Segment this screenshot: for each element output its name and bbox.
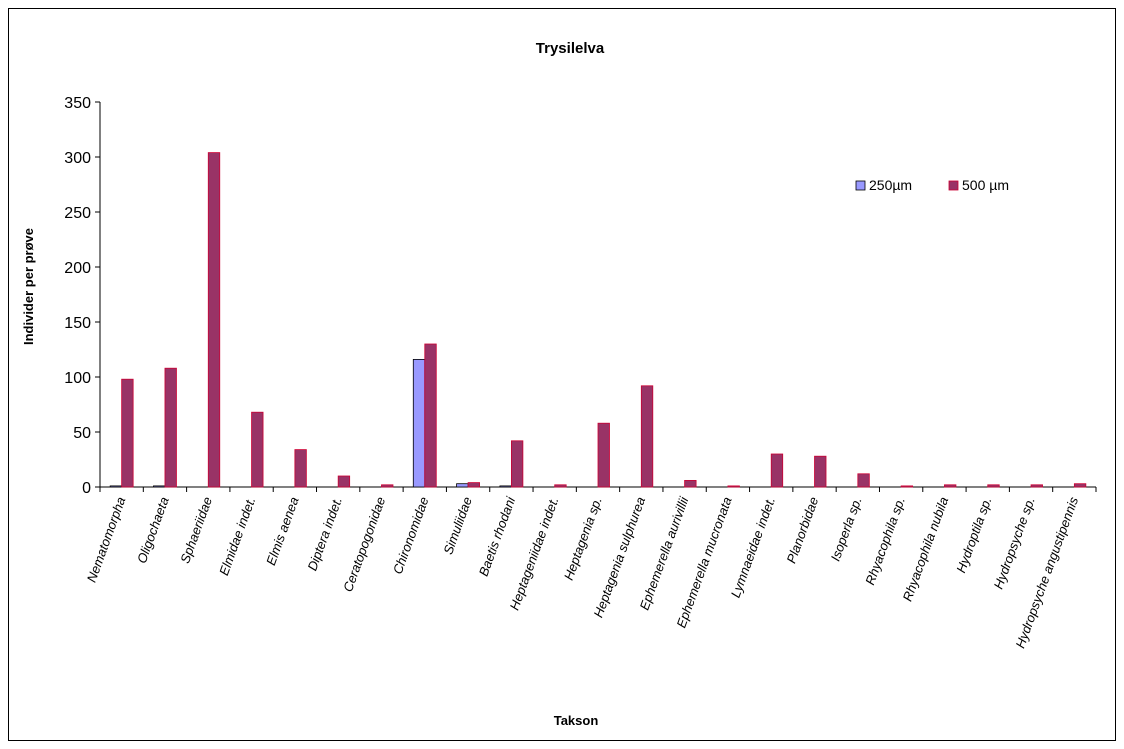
bar-series-500 — [944, 484, 957, 488]
x-category-label: Heptagenia sp. — [561, 495, 605, 582]
y-tick-label: 250 — [64, 205, 91, 222]
y-tick-label: 300 — [64, 150, 91, 167]
bar-series-500 — [770, 453, 784, 488]
bar-series-500 — [900, 485, 914, 488]
x-category-label: Chironomidae — [390, 495, 432, 576]
bar-series-500 — [467, 482, 480, 488]
bar-series-250 — [456, 483, 469, 488]
x-category-label: Simuliidae — [440, 495, 475, 556]
bar-series-500 — [1073, 483, 1087, 488]
x-category-label: Planorbidae — [784, 495, 822, 565]
bar-series-500 — [337, 475, 351, 488]
bar-series-500 — [207, 152, 221, 488]
x-category-label: Sphaeriidae — [177, 495, 215, 565]
bar-series-500 — [381, 484, 394, 488]
y-tick-label: 100 — [64, 370, 91, 387]
x-axis-title: Takson — [554, 713, 599, 728]
x-category-label: Ceratopogonidae — [340, 495, 388, 594]
legend-swatch-series-500 — [948, 180, 959, 191]
y-tick-label: 200 — [64, 260, 91, 277]
x-category-label: Diptera indet. — [304, 495, 345, 573]
x-category-label: Rhyacophila nubila — [900, 495, 952, 603]
bar-series-500 — [857, 473, 870, 488]
bar-chart: Trysilelva Individer per prøve Takson 0 50 10… — [21, 40, 1097, 728]
chart-title: Trysilelva — [536, 40, 605, 57]
x-category-label: Baetis rhodani — [476, 494, 519, 578]
x-category-label: Lymnaeidae indet. — [728, 495, 778, 600]
bar-series-250 — [109, 485, 123, 488]
x-category-label: Oligochaeta — [134, 495, 172, 565]
bar-series-500 — [121, 378, 134, 488]
x-category-label: Isoperla sp. — [828, 495, 865, 563]
bar-series-500 — [597, 422, 610, 488]
x-category-label: Hydroptila sp. — [953, 495, 994, 575]
x-category-label: Nematomorpha — [84, 495, 129, 584]
bar-series-500 — [424, 343, 437, 488]
bar-series-500 — [1030, 484, 1043, 488]
legend-label-series-250: 250µm — [869, 177, 912, 193]
bar-series-500 — [554, 484, 567, 488]
bar-series-500 — [684, 479, 697, 488]
bar-series-500 — [251, 411, 264, 488]
bar-series-250 — [499, 485, 512, 488]
bar-series-500 — [510, 440, 524, 488]
x-category-label: Elmis aenea — [263, 495, 302, 567]
x-category-label: Heptageniidae indet. — [507, 495, 562, 612]
y-tick-label: 50 — [73, 425, 91, 442]
bar-series-250 — [153, 485, 166, 488]
y-tick-label: 150 — [64, 315, 91, 332]
y-axis-title: Individer per prøve — [21, 228, 36, 345]
bar-series-500 — [727, 485, 740, 488]
chart-frame: Trysilelva Individer per prøve Takson 0 50 10… — [8, 8, 1116, 741]
bar-series-500 — [164, 367, 177, 488]
legend-swatch-series-250 — [855, 180, 866, 191]
x-category-label: Elmidae indet. — [216, 495, 258, 578]
bar-series-500 — [640, 385, 654, 488]
y-tick-label: 0 — [82, 480, 91, 497]
bar-series-500 — [814, 455, 827, 488]
y-tick-label: 350 — [64, 95, 91, 112]
legend-label-series-500: 500 µm — [962, 177, 1009, 193]
bar-series-500 — [294, 449, 307, 488]
bar-series-250 — [412, 358, 426, 488]
x-category-label: Hydropsyche sp. — [991, 495, 1038, 591]
bar-series-500 — [987, 484, 1000, 488]
x-category-label: Rhyacophila sp. — [862, 495, 908, 587]
